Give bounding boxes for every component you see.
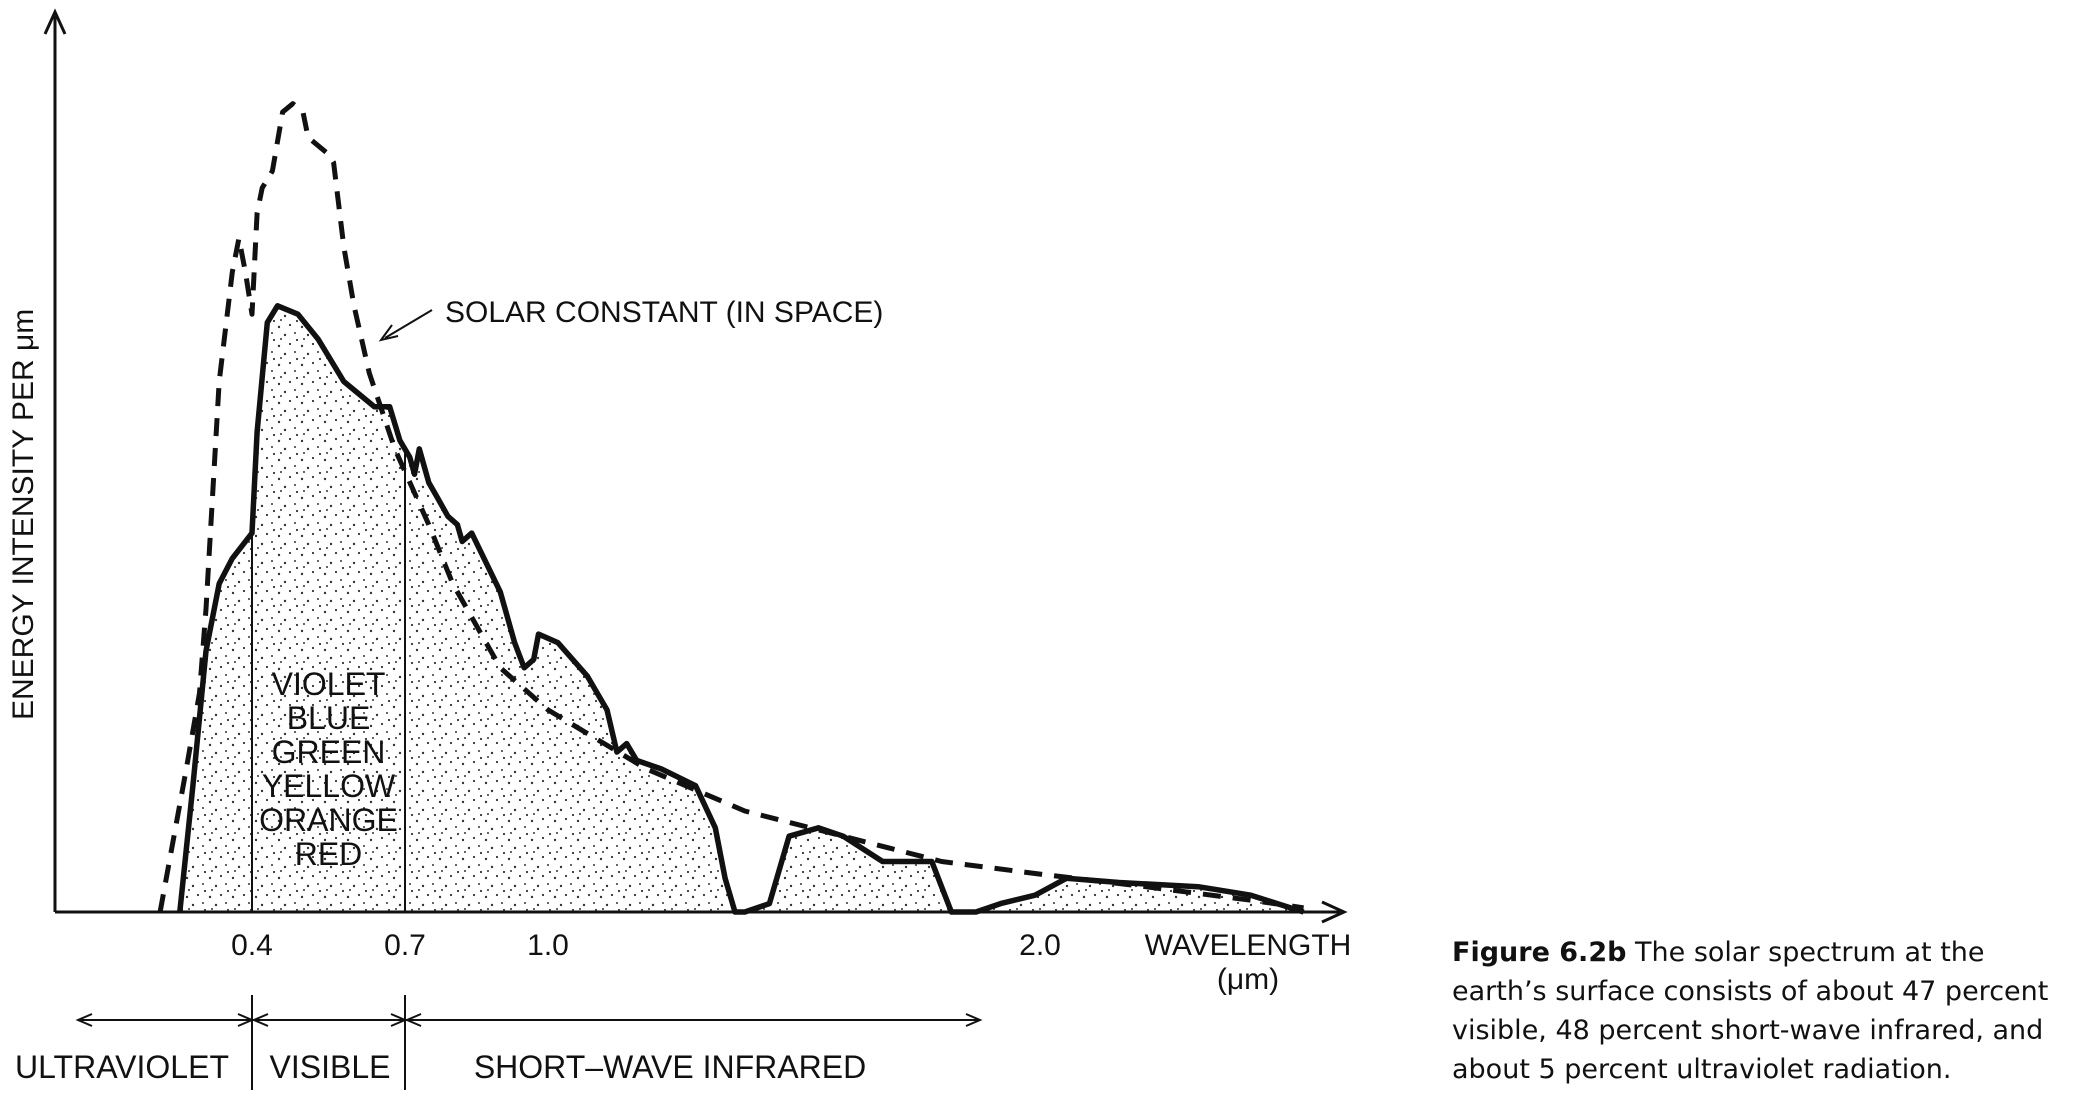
color-green: GREEN	[272, 734, 386, 770]
solar-spectrum-chart: ENERGY INTENSITY PER μm VIOLET BLUE GREE…	[7, 8, 1352, 1090]
annotation-solar-constant: SOLAR CONSTANT (IN SPACE)	[445, 296, 883, 329]
annotation-arrowhead	[378, 324, 399, 342]
surface-spectrum-fill	[179, 305, 1304, 912]
color-violet: VIOLET	[272, 666, 386, 702]
band-label-shortwave-infrared: SHORT–WAVE INFRARED	[474, 1049, 866, 1085]
y-axis-arrowhead	[43, 8, 67, 35]
visible-colors-list: VIOLET BLUE GREEN YELLOW ORANGE RED	[259, 666, 398, 872]
band-label-ultraviolet: ULTRAVIOLET	[15, 1049, 229, 1085]
band-arrows	[75, 995, 983, 1090]
x-tick-label-1.0: 1.0	[527, 929, 569, 962]
figure-caption: Figure 6.2b The solar spectrum at the ea…	[1452, 933, 2062, 1089]
x-tick-label-0.7: 0.7	[384, 929, 426, 962]
band-label-visible: VISIBLE	[270, 1049, 391, 1085]
x-axis-label: WAVELENGTH	[1145, 929, 1352, 962]
solar-constant-curve	[157, 101, 1304, 913]
x-axis-arrowhead	[1321, 900, 1348, 924]
color-yellow: YELLOW	[262, 768, 396, 804]
surface-spectrum-curve	[177, 303, 1305, 915]
annotation-leader	[384, 309, 433, 339]
y-axis-label: ENERGY INTENSITY PER μm	[7, 309, 40, 720]
color-red: RED	[295, 836, 363, 872]
band-labels: ULTRAVIOLET VISIBLE SHORT–WAVE INFRARED	[15, 1049, 866, 1085]
figure-caption-text: The solar spectrum at the earth’s surfac…	[1452, 937, 2049, 1085]
color-orange: ORANGE	[259, 802, 398, 838]
x-axis-unit: (μm)	[1217, 963, 1279, 996]
color-blue: BLUE	[287, 700, 371, 736]
x-tick-labels: 0.4 0.7 1.0 2.0	[231, 929, 1061, 962]
figure-caption-label: Figure 6.2b	[1452, 937, 1627, 968]
x-tick-label-0.4: 0.4	[231, 929, 273, 962]
x-tick-label-2.0: 2.0	[1019, 929, 1061, 962]
